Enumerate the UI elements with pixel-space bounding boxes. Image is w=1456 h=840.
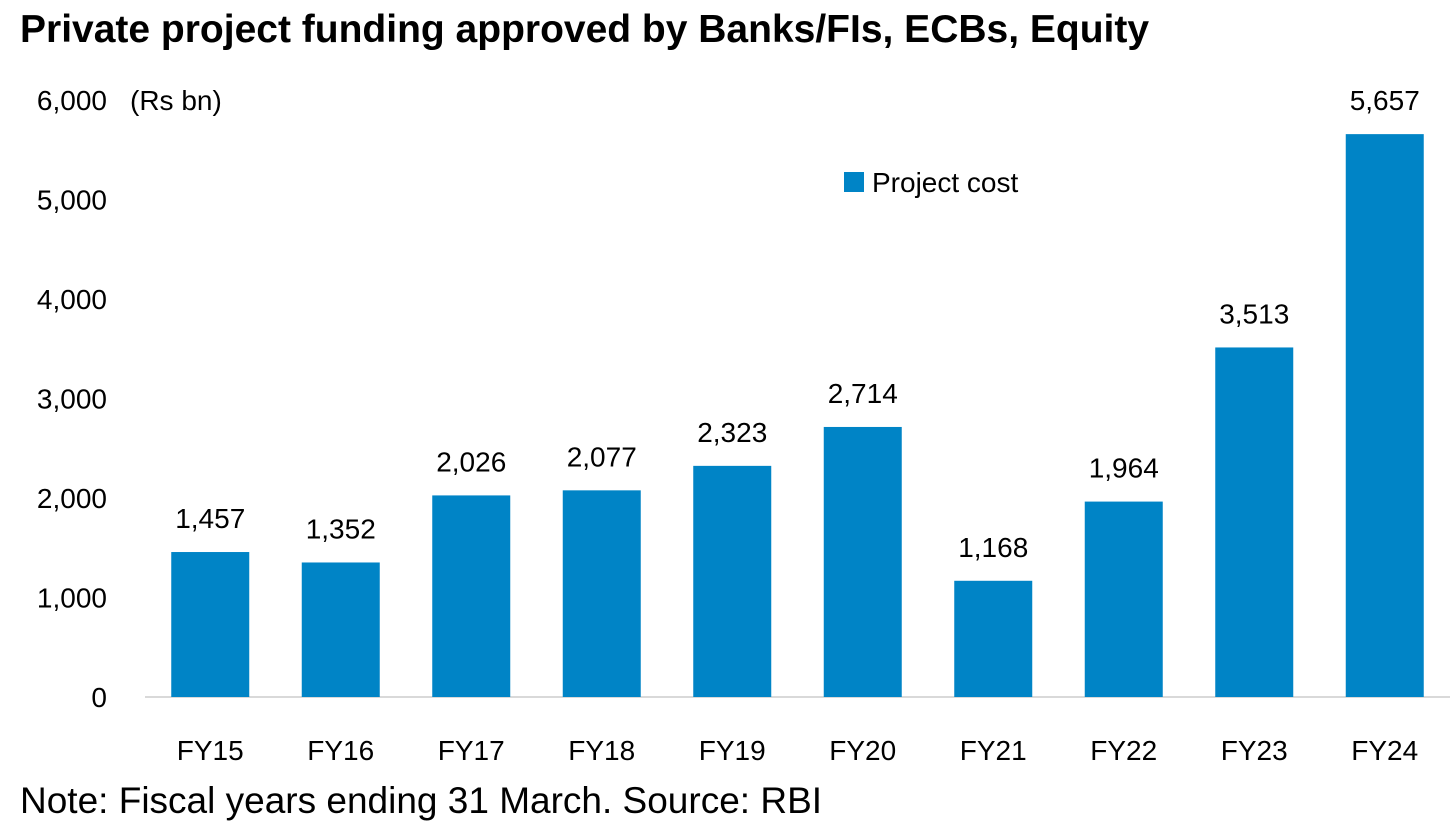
data-label: 5,657 [1350, 85, 1420, 116]
data-label: 3,513 [1219, 298, 1289, 329]
x-tick-label: FY17 [438, 735, 505, 766]
bar [171, 552, 250, 697]
data-label: 1,964 [1089, 453, 1159, 484]
legend: Project cost [844, 167, 1018, 198]
bar [823, 426, 902, 697]
bar [954, 580, 1033, 697]
data-label: 1,457 [175, 503, 245, 534]
bar [432, 495, 511, 697]
x-tick-label: FY15 [177, 735, 244, 766]
bar [693, 465, 772, 697]
x-tick-label: FY21 [960, 735, 1027, 766]
y-tick-label: 3,000 [37, 384, 107, 415]
y-unit-label: (Rs bn) [130, 85, 222, 116]
chart-note: Note: Fiscal years ending 31 March. Sour… [20, 780, 823, 821]
y-tick-label: 5,000 [37, 185, 107, 216]
x-tick-label: FY20 [829, 735, 896, 766]
bar [562, 490, 641, 697]
x-axis: FY15 FY16 FY17 FY18 FY19 FY20 FY21 FY22 FY23 FY24 [145, 696, 1450, 766]
bar-series: 1,457 1,352 2,026 2,077 2,323 2,714 1,168 1,964… [171, 85, 1424, 698]
bar [1345, 134, 1424, 698]
chart-title: Private project funding approved by Bank… [20, 8, 1150, 51]
y-tick-label: 6,000 [37, 85, 107, 116]
y-tick-label: 4,000 [37, 284, 107, 315]
x-tick-label: FY24 [1351, 735, 1418, 766]
y-tick-label: 0 [91, 682, 107, 713]
x-tick-label: FY23 [1221, 735, 1288, 766]
bar [1084, 501, 1163, 697]
y-axis: 0 1,000 2,000 3,000 4,000 5,000 6,000 [37, 85, 107, 713]
x-tick-label: FY22 [1090, 735, 1157, 766]
data-label: 2,026 [436, 446, 506, 477]
bar [301, 562, 380, 697]
data-label: 2,714 [828, 378, 898, 409]
data-label: 2,323 [697, 417, 767, 448]
bar [1215, 347, 1294, 697]
data-label: 1,168 [958, 532, 1028, 563]
data-label: 2,077 [567, 441, 637, 472]
x-tick-label: FY19 [699, 735, 766, 766]
y-tick-label: 2,000 [37, 483, 107, 514]
legend-swatch [844, 172, 864, 192]
y-tick-label: 1,000 [37, 583, 107, 614]
legend-label: Project cost [872, 167, 1018, 198]
data-label: 1,352 [306, 513, 376, 544]
x-tick-label: FY16 [307, 735, 374, 766]
x-tick-label: FY18 [568, 735, 635, 766]
